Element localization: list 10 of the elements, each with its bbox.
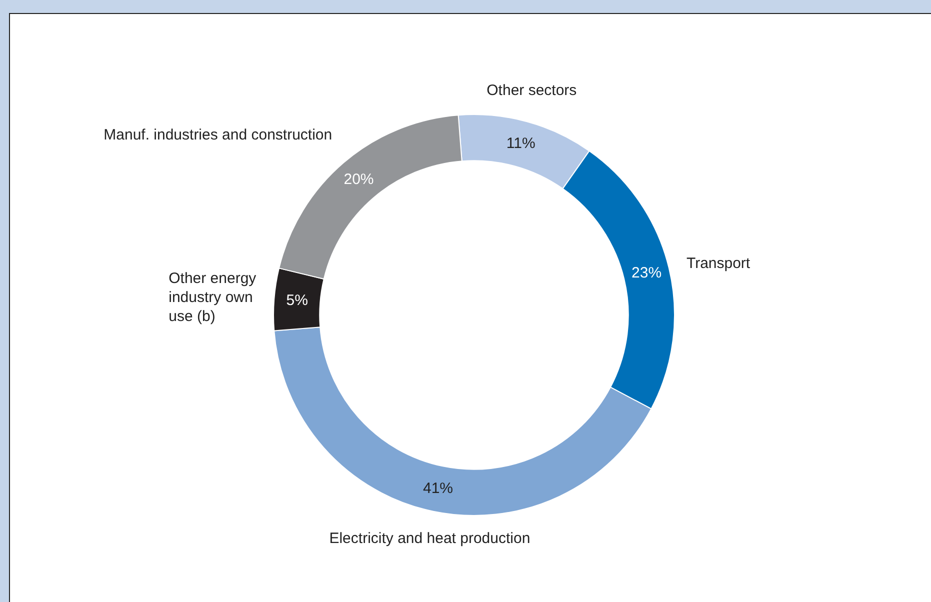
data-label: 5% <box>286 292 308 310</box>
data-label: 20% <box>344 171 374 188</box>
slice-label: Other sectors <box>486 82 577 99</box>
data-label: 41% <box>423 480 454 497</box>
data-label: 11% <box>506 134 536 152</box>
slice-label: Other energy industry own use (b) <box>168 270 257 325</box>
data-label: 23% <box>632 264 662 282</box>
slice-label: Transport <box>686 255 751 272</box>
slice-label: Manuf. industries and construction <box>104 126 332 144</box>
slice-label: Electricity and heat production <box>329 530 530 548</box>
